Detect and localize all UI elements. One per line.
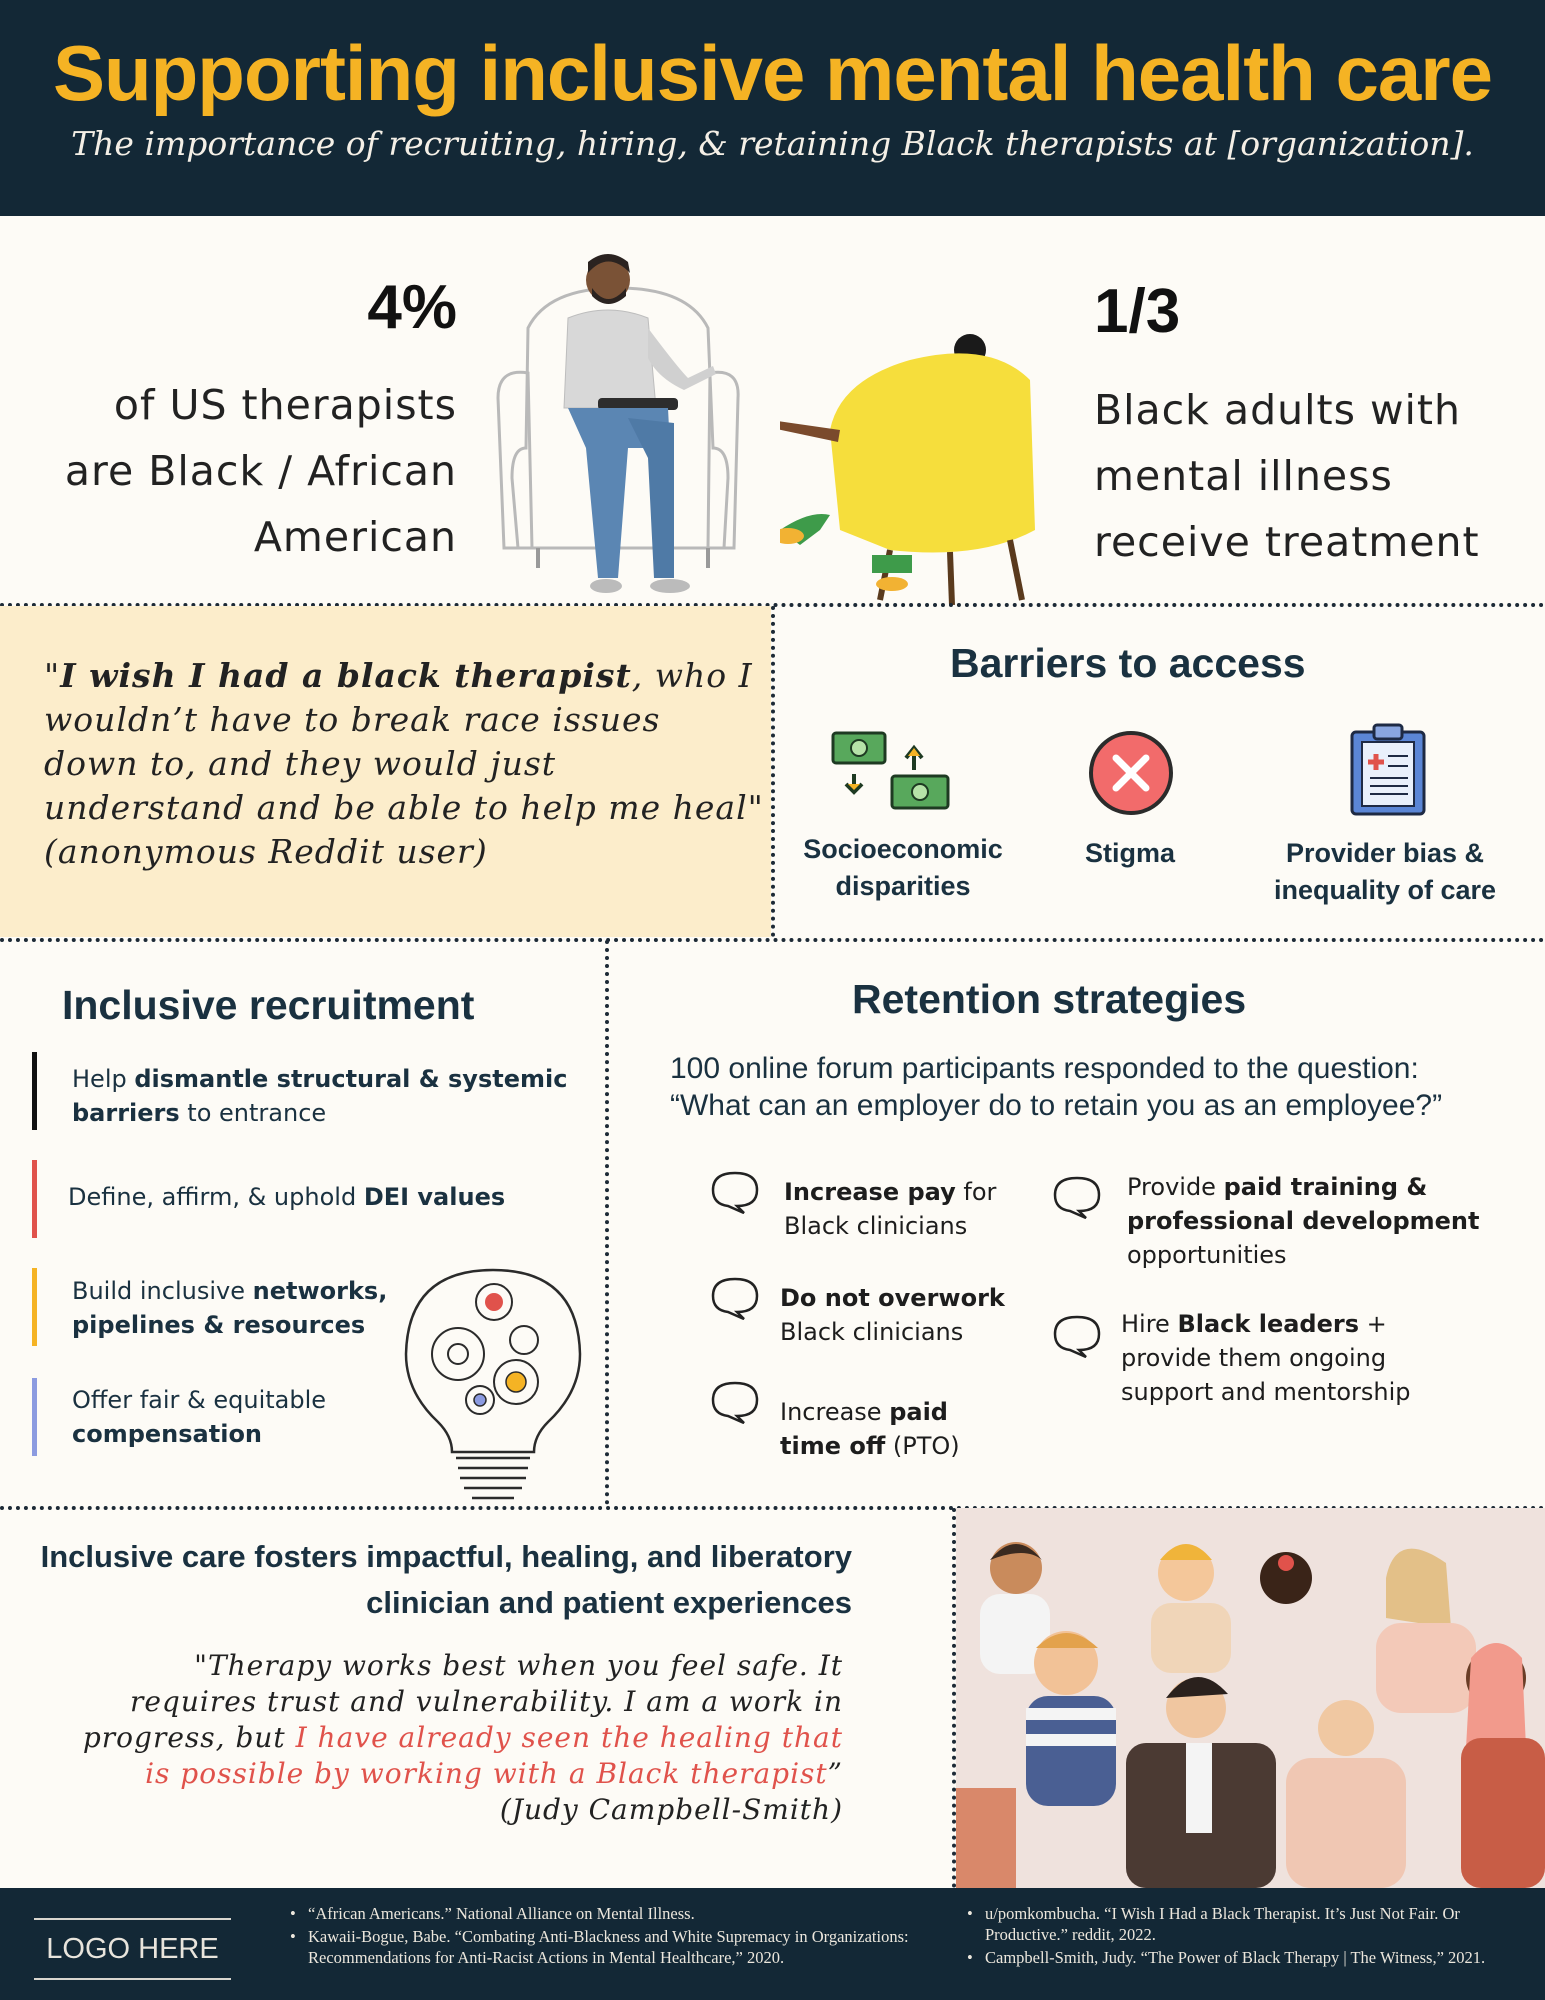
recruitment-item: Help dismantle structural & systemic bar… (72, 1062, 572, 1130)
divider-dotted (771, 606, 775, 937)
campbell-smith-quote: "Therapy works best when you feel safe. … (60, 1648, 843, 1828)
quote-bold: I wish I had a black therapist (60, 656, 632, 695)
page-subtitle: The importance of recruiting, hiring, & … (71, 124, 1474, 163)
divider-dotted (0, 938, 1545, 942)
item-text: Offer fair & equitable (72, 1386, 327, 1414)
item-bold: paid time off (780, 1398, 948, 1460)
page-title: Supporting inclusive mental health care (52, 29, 1493, 117)
item-bold: Black leaders (1177, 1310, 1359, 1338)
references-left: “African Americans.” National Alliance o… (290, 1903, 910, 1970)
quote-box (0, 606, 771, 937)
barrier-label-line: inequality of care (1273, 875, 1497, 905)
recruitment-heading: Inclusive recruitment (62, 982, 475, 1028)
recruitment-bar (32, 1268, 37, 1346)
item-text: Help (72, 1065, 135, 1093)
stat-left-line: are Black / African (64, 447, 457, 495)
item-text: for Black clinicians (784, 1178, 997, 1240)
item-text: Provide (1127, 1173, 1224, 1201)
barrier-label-line: Stigma (1084, 838, 1176, 868)
divider-dotted (605, 940, 609, 1505)
quote-text: ” (Judy Campbell-Smith) (499, 1757, 843, 1826)
intro-line: 100 online forum participants responded … (670, 1052, 1419, 1085)
retention-item: Do not overwork Black clinicians (780, 1281, 1020, 1349)
speech-bubble-icon (711, 1277, 759, 1320)
retention-intro: 100 online forum participants responded … (670, 1050, 1510, 1124)
recruitment-item: Offer fair & equitable compensation (72, 1383, 372, 1451)
retention-item: Increase paid time off (PTO) (780, 1395, 980, 1463)
stat-left-text: of US therapists are Black / African Ame… (65, 372, 457, 570)
item-bold: Increase pay (784, 1178, 956, 1206)
client-chair-illustration (780, 334, 1035, 606)
reference-item: Campbell-Smith, Judy. “The Power of Blac… (967, 1947, 1507, 1968)
header-banner (0, 0, 1545, 216)
item-bold: dismantle structural & systemic barriers (72, 1065, 568, 1127)
item-text: Increase (780, 1398, 890, 1426)
barrier-stigma: Stigma (1030, 835, 1230, 872)
stat-left-value: 4% (367, 273, 457, 342)
stat-left-line: American (253, 513, 457, 561)
recruitment-bar (32, 1052, 37, 1130)
stat-left-line: of US therapists (113, 381, 457, 429)
heading-line: clinician and patient experiences (366, 1585, 852, 1620)
barrier-socioeconomic: Socioeconomic disparities (783, 831, 1023, 905)
x-circle-icon (1089, 731, 1173, 815)
quote-highlight: I have already seen the healing that is … (145, 1721, 843, 1790)
barrier-provider-bias: Provider bias & inequality of care (1245, 835, 1525, 909)
barrier-label-line: Socioeconomic (803, 834, 1003, 864)
item-text: Black clinicians (780, 1318, 964, 1346)
stat-right-line: mental illness (1094, 452, 1393, 500)
barrier-label-line: disparities (835, 871, 971, 901)
item-bold: networks, pipelines & resources (72, 1277, 388, 1339)
item-bold: paid training & professional development (1127, 1173, 1480, 1235)
recruitment-item: Define, affirm, & uphold DEI values (68, 1180, 588, 1214)
item-text: Hire (1121, 1310, 1178, 1338)
lightbulb-gears-icon (404, 1268, 582, 1500)
group-people-illustration (956, 1508, 1545, 1888)
stat-right-value: 1/3 (1094, 277, 1181, 346)
divider-dotted (0, 1506, 1545, 1510)
barriers-heading: Barriers to access (950, 640, 1306, 686)
stat-right-text: Black adults with mental illness receive… (1094, 377, 1480, 575)
stat-right-line: Black adults with (1094, 386, 1461, 434)
speech-bubble-icon (711, 1381, 759, 1424)
reference-item: Kawaii-Bogue, Babe. “Combating Anti-Blac… (290, 1926, 910, 1968)
item-bold: Do not overwork (780, 1284, 1005, 1312)
speech-bubble-icon (1053, 1176, 1101, 1219)
logo-placeholder: LOGO HERE (34, 1918, 231, 1980)
quote-open: " (44, 656, 61, 695)
medical-clipboard-icon (1350, 723, 1426, 816)
item-bold: DEI values (363, 1183, 506, 1211)
retention-item: Increase pay for Black clinicians (784, 1175, 1024, 1243)
reference-item: “African Americans.” National Alliance o… (290, 1903, 910, 1924)
retention-item: Provide paid training & professional dev… (1127, 1170, 1487, 1272)
stat-right-line: receive treatment (1094, 518, 1480, 566)
inclusive-care-heading: Inclusive care fosters impactful, healin… (41, 1534, 852, 1626)
speech-bubble-icon (711, 1171, 759, 1214)
item-text: Build inclusive (72, 1277, 253, 1305)
quote-rest: , who I wouldn’t have to break race issu… (44, 656, 764, 871)
intro-line: “What can an employer do to retain you a… (670, 1089, 1443, 1122)
reddit-quote: "I wish I had a black therapist, who I w… (44, 654, 764, 874)
recruitment-bar (32, 1160, 37, 1238)
references-right: u/pomkombucha. “I Wish I Had a Black The… (967, 1903, 1507, 1970)
heading-line: Inclusive care fosters impactful, healin… (40, 1539, 852, 1574)
retention-heading: Retention strategies (852, 976, 1247, 1022)
item-text: to entrance (179, 1099, 327, 1127)
therapist-illustration (496, 254, 740, 593)
item-text: Define, affirm, & uphold (68, 1183, 364, 1211)
money-exchange-icon (831, 731, 950, 810)
recruitment-item: Build inclusive networks, pipelines & re… (72, 1274, 402, 1342)
barrier-label-line: Provider bias & (1285, 838, 1485, 868)
quote-text: "Therapy works best when you feel safe. … (82, 1649, 843, 1754)
reference-item: u/pomkombucha. “I Wish I Had a Black The… (967, 1903, 1507, 1945)
divider-dotted (0, 603, 1545, 607)
speech-bubble-icon (1053, 1315, 1101, 1358)
recruitment-bar (32, 1378, 37, 1456)
retention-item: Hire Black leaders + provide them ongoin… (1121, 1307, 1441, 1409)
item-text: (PTO) (885, 1432, 960, 1460)
item-text: opportunities (1127, 1241, 1287, 1269)
item-bold: compensation (72, 1420, 263, 1448)
item-text: + provide them ongoing support and mento… (1121, 1310, 1411, 1406)
divider-dotted (952, 1508, 956, 1888)
